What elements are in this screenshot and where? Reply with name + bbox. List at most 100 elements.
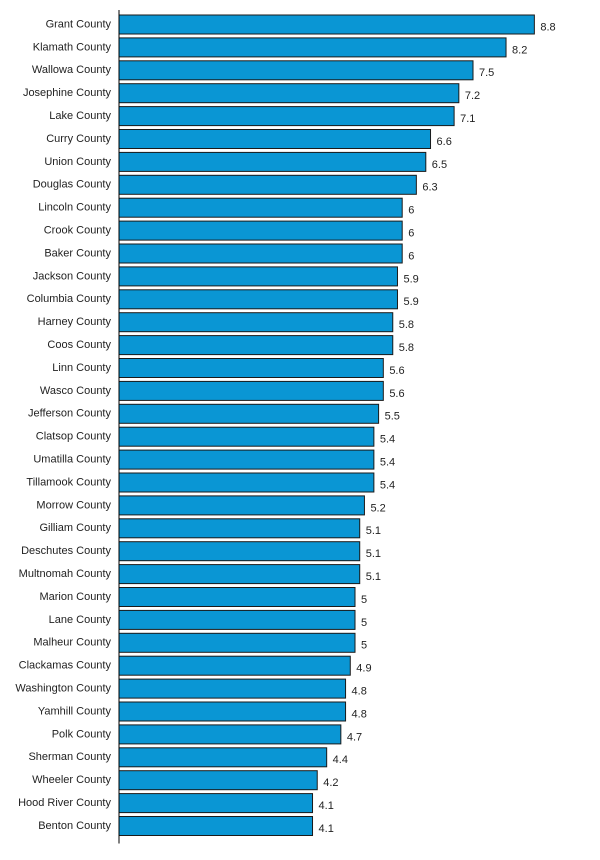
category-labels-layer: Grant County Klamath County Wallowa County… (15, 18, 111, 832)
category-label: Benton County (38, 820, 111, 832)
category-label: Yamhill County (38, 705, 112, 717)
value-label: 5.1 (366, 525, 381, 537)
bar (118, 655, 351, 676)
bar (118, 403, 380, 424)
category-label: Wasco County (40, 385, 112, 397)
category-label: Baker County (44, 247, 111, 259)
category-label: Harney County (38, 316, 112, 328)
bar (118, 426, 375, 447)
value-label: 5.9 (403, 296, 418, 308)
category-label: Gilliam County (39, 522, 111, 534)
value-label: 4.8 (352, 708, 367, 720)
category-label: Lincoln County (38, 202, 111, 214)
value-label: 5.4 (380, 434, 395, 446)
value-label: 5.6 (389, 388, 404, 400)
bar (118, 358, 384, 378)
category-label: Morrow County (36, 499, 111, 511)
value-label: 5 (361, 640, 367, 652)
value-label: 8.8 (540, 21, 555, 33)
category-label: Wheeler County (32, 774, 111, 786)
bar (118, 83, 460, 104)
category-label: Marion County (39, 591, 111, 603)
bar (118, 724, 342, 745)
bar (118, 266, 398, 287)
value-label: 5 (361, 594, 367, 606)
category-label: Wallowa County (32, 64, 112, 76)
value-label: 5.1 (366, 548, 381, 560)
value-label: 5.5 (385, 411, 400, 423)
bar (118, 289, 398, 310)
bar (118, 632, 356, 653)
bar (118, 564, 361, 585)
category-label: Josephine County (23, 87, 112, 99)
bar (118, 220, 403, 241)
category-label: Grant County (46, 18, 112, 30)
bar (118, 495, 365, 516)
bar (118, 609, 356, 630)
category-label: Klamath County (33, 41, 112, 53)
value-label: 7.5 (479, 67, 494, 79)
bar (118, 106, 455, 127)
value-label: 5 (361, 617, 367, 629)
value-label: 6 (408, 250, 414, 262)
value-label: 4.2 (323, 777, 338, 789)
category-label: Clackamas County (19, 660, 112, 672)
value-label: 4.7 (347, 731, 362, 743)
value-label: 6.5 (432, 159, 447, 171)
bar (118, 518, 361, 539)
value-label: 5.8 (399, 319, 414, 331)
value-label: 4.1 (319, 800, 334, 812)
value-label: 4.9 (356, 663, 371, 675)
value-label: 5.8 (399, 342, 414, 354)
value-label: 5.4 (380, 457, 395, 469)
category-label: Multnomah County (19, 568, 112, 580)
value-labels-layer: 8.8 8.2 7.5 7.2 7.1 6.6 6.5 6.3 6 6 6 5.9 5.9 5.8 5.8 5… (319, 21, 556, 835)
bar (118, 197, 403, 218)
bar (118, 380, 384, 401)
bar (118, 129, 432, 149)
category-label: Crook County (44, 225, 112, 237)
category-label: Tillamook County (26, 476, 111, 488)
bar (118, 747, 328, 768)
bar (118, 472, 375, 493)
value-label: 5.1 (366, 571, 381, 583)
category-label: Columbia County (27, 293, 112, 305)
category-label: Washington County (15, 683, 111, 695)
category-label: Clatsop County (36, 431, 112, 443)
category-label: Polk County (52, 728, 112, 740)
category-label: Union County (44, 156, 111, 168)
category-label: Coos County (47, 339, 111, 351)
category-label: Deschutes County (21, 545, 111, 557)
category-label: Curry County (46, 133, 111, 145)
value-label: 6 (408, 228, 414, 240)
bar (118, 151, 427, 172)
value-label: 4.1 (319, 823, 334, 835)
value-label: 7.1 (460, 113, 475, 125)
bar (118, 335, 394, 356)
bar (118, 243, 403, 264)
category-label: Hood River County (18, 797, 111, 809)
category-label: Douglas County (33, 179, 112, 191)
category-label: Lake County (49, 110, 111, 122)
value-label: 4.4 (333, 754, 348, 766)
bar (118, 678, 347, 699)
value-label: 5.2 (370, 502, 385, 514)
bar (118, 816, 314, 836)
bar (118, 793, 314, 814)
value-label: 7.2 (465, 90, 480, 102)
bar (118, 37, 507, 58)
bar (118, 701, 347, 722)
category-label: Malheur County (33, 637, 111, 649)
value-label: 4.8 (352, 686, 367, 698)
bar (118, 174, 417, 195)
bar (118, 770, 318, 791)
value-label: 8.2 (512, 44, 527, 56)
value-label: 5.9 (403, 273, 418, 285)
value-label: 6.3 (422, 182, 437, 194)
value-label: 5.4 (380, 479, 395, 491)
bar (118, 587, 356, 607)
bar (118, 14, 535, 35)
bar (118, 541, 361, 562)
category-label: Sherman County (28, 751, 111, 763)
